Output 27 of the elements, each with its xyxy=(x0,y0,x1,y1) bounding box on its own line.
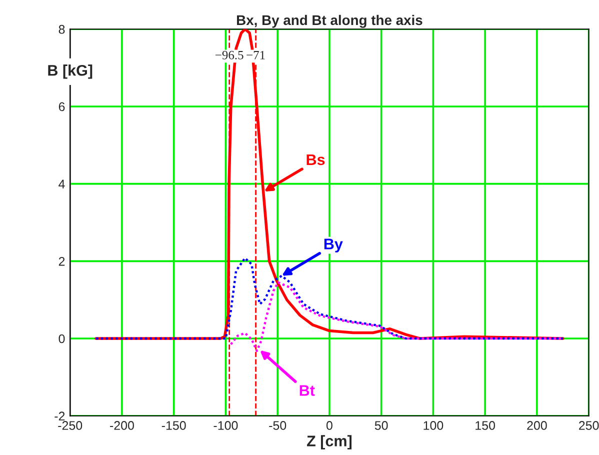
y-tick-label: -2 xyxy=(54,412,65,420)
line-series xyxy=(94,256,564,340)
annotation: Bt xyxy=(300,385,315,396)
x-axis-title: Z [cm] xyxy=(306,435,352,450)
x-tick-label: 200 xyxy=(527,421,547,430)
x-tick-label: 100 xyxy=(424,421,444,430)
x-tick-label: 150 xyxy=(476,421,496,430)
x-tick-label: -200 xyxy=(110,421,134,430)
y-axis-title: B [kG] xyxy=(48,64,92,79)
y-tick-label: 0 xyxy=(58,334,65,344)
ref-line-label: −96.5 xyxy=(215,50,244,60)
x-tick-label: -250 xyxy=(58,421,82,430)
y-tick-label: 4 xyxy=(58,180,65,188)
x-tick-label: 50 xyxy=(374,421,388,430)
y-tick-label: 2 xyxy=(58,256,65,266)
x-tick-label: 250 xyxy=(579,421,599,430)
y-tick-label: 6 xyxy=(58,102,65,112)
x-tick-label: 0 xyxy=(326,421,332,430)
x-tick-label: -100 xyxy=(214,421,238,430)
annotation: Bs xyxy=(306,154,325,166)
line-series xyxy=(230,281,564,352)
x-tick-label: -50 xyxy=(269,421,286,430)
x-tick-label: -150 xyxy=(162,421,186,430)
ref-line-label: −71 xyxy=(246,50,265,60)
y-tick-label: 8 xyxy=(58,24,65,34)
chart-title: Bx, By and Bt along the axis xyxy=(237,14,422,28)
annotation: By xyxy=(324,238,343,252)
